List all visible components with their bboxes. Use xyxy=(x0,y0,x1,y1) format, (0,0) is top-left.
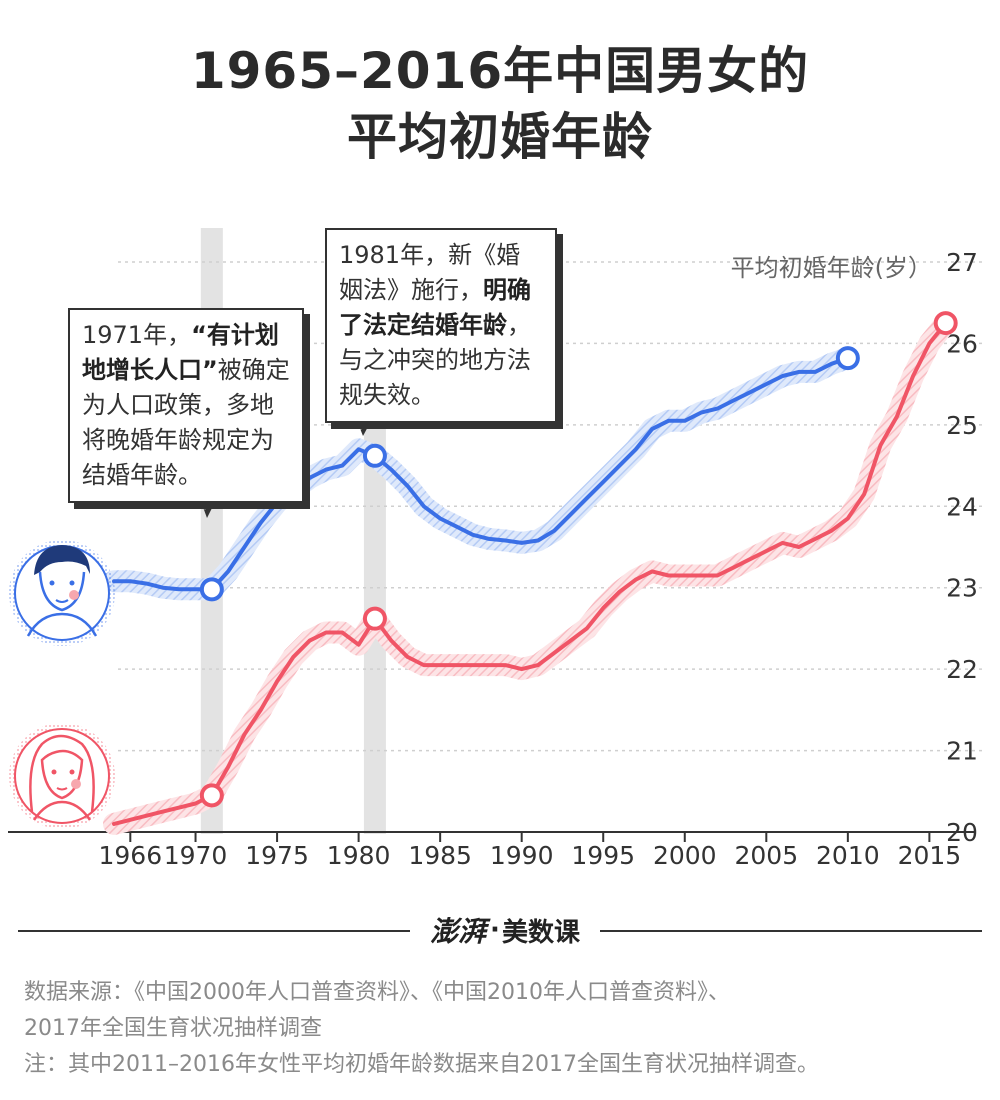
source-line-2: 2017年全国生育状况抽样调查 xyxy=(24,1016,322,1041)
female-avatar-icon xyxy=(9,723,115,829)
female-marker-1981 xyxy=(362,606,387,631)
y-tick-21: 21 xyxy=(946,737,978,766)
chart-title: 1965–2016年中国男女的 平均初婚年龄 xyxy=(0,38,1000,170)
source-line-1: 数据来源：《中国2000年人口普查资料》、《中国2010年人口普查资料》、 xyxy=(24,980,730,1005)
male-avatar-icon xyxy=(9,540,115,646)
female-marker-1971 xyxy=(199,783,224,808)
y-axis-title: 平均初婚年龄(岁） xyxy=(731,254,932,282)
brand-logo-mark: 澎湃 xyxy=(430,915,487,948)
annotation-1981: 1981年，新《婚姻法》施行，明确了法定结婚年龄，与之冲突的地方法规失效。 xyxy=(325,228,557,423)
brand-name: 美数课 xyxy=(501,917,580,948)
source-notes: 数据来源：《中国2000年人口普查资料》、《中国2010年人口普查资料》、 20… xyxy=(24,975,984,1083)
female-series-line xyxy=(112,321,948,826)
x-tick-1995: 1995 xyxy=(571,841,635,870)
x-tick-1985: 1985 xyxy=(408,841,472,870)
annotation-1971-bold: “有计划地增长人口” xyxy=(82,321,279,384)
male-series-line xyxy=(112,356,850,592)
annotation-1981-pre: 1981年，新《婚姻法》施行， xyxy=(339,241,521,304)
brand-separator: · xyxy=(490,915,500,945)
y-tick-27: 27 xyxy=(946,248,978,277)
annotation-1981-bold: 明确了法定结婚年龄 xyxy=(339,276,531,339)
annotation-1971: 1971年，“有计划地增长人口”被确定为人口政策，多地将晚婚年龄规定为结婚年龄。 xyxy=(68,308,304,503)
annotation-1971-pre: 1971年， xyxy=(82,321,192,349)
y-tick-22: 22 xyxy=(946,655,978,684)
x-tick-1966: 1966 xyxy=(98,841,162,870)
data-note: 注：其中2011–2016年女性平均初婚年龄数据来自2017全国生育状况抽样调查… xyxy=(24,1052,819,1077)
title-line-2: 平均初婚年龄 xyxy=(347,108,653,166)
x-tick-1975: 1975 xyxy=(245,841,309,870)
brand-logo: 澎湃 · 美数课 xyxy=(410,905,600,955)
x-tick-2000: 2000 xyxy=(653,841,717,870)
male-marker-1971 xyxy=(199,577,224,602)
female-marker-2016 xyxy=(933,311,958,336)
x-tick-2005: 2005 xyxy=(734,841,798,870)
y-tick-23: 23 xyxy=(946,574,978,603)
x-tick-2010: 2010 xyxy=(816,841,880,870)
annotation-1971-post: 被确定为人口政策，多地将晚婚年龄规定为结婚年龄。 xyxy=(82,356,290,489)
x-tick-1980: 1980 xyxy=(327,841,391,870)
annotation-1981-post: ，与之冲突的地方法规失效。 xyxy=(339,311,531,409)
x-tick-2015: 2015 xyxy=(898,841,962,870)
x-tick-1990: 1990 xyxy=(490,841,554,870)
male-marker-2010 xyxy=(835,346,860,371)
title-line-1: 1965–2016年中国男女的 xyxy=(190,42,810,100)
y-tick-24: 24 xyxy=(946,492,978,521)
y-tick-26: 26 xyxy=(946,329,978,358)
male-marker-1981 xyxy=(362,443,387,468)
x-tick-1970: 1970 xyxy=(164,841,228,870)
y-tick-25: 25 xyxy=(946,411,978,440)
